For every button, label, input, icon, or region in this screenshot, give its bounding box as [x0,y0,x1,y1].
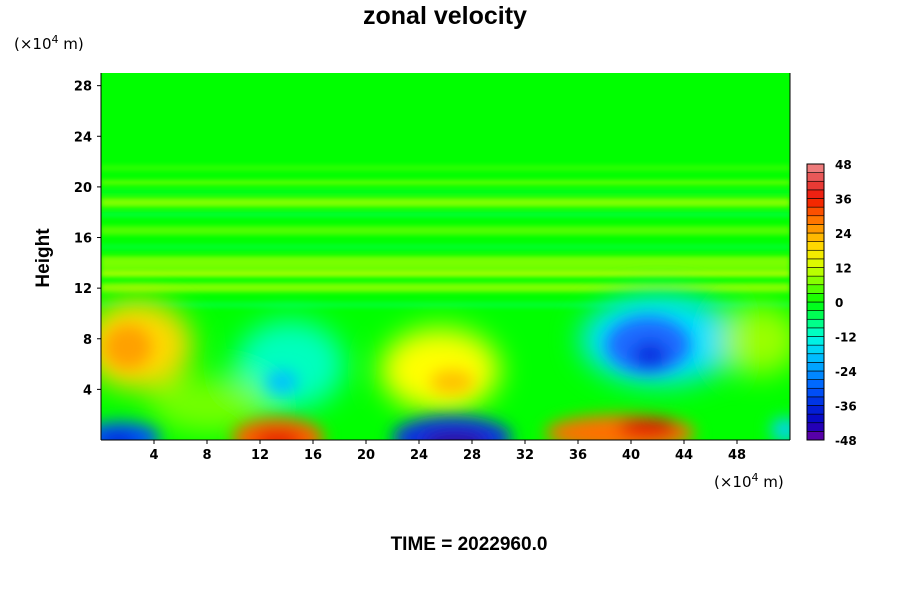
colorbar-tick-label: 36 [835,193,852,207]
colorbar-segment [806,180,825,191]
colorbar-segment [806,379,825,389]
y-axis-ticks: 4 8 12 16 20 24 28 [74,80,101,398]
x-axis-unit: (×104 m) [714,471,784,491]
y-tick-label: 4 [83,383,92,398]
colorbar-segment [806,362,825,372]
time-label: TIME = 2022960.0 [391,534,548,555]
colorbar-tick-label: 24 [835,227,852,241]
x-tick-label: 20 [357,448,375,463]
x-tick-label: 4 [149,448,158,463]
y-tick-label: 28 [74,80,92,95]
x-tick-label: 24 [410,448,428,463]
colorbar-tick-label: -24 [835,365,857,379]
colorbar-segment [806,189,825,199]
colorbar-segment [806,275,825,286]
x-tick-label: 16 [304,448,322,463]
colorbar-segment [806,318,825,329]
colorbar-segment [806,387,825,398]
colorbar-segment [806,241,825,251]
colorbar-tick-label: 0 [835,296,843,310]
y-tick-label: 8 [83,333,92,348]
colorbar-segment [806,344,825,355]
colorbar-segment [806,232,825,242]
x-tick-label: 8 [202,448,211,463]
colorbar-segment [806,405,825,415]
colorbar-segment [806,327,825,337]
chart-title: zonal velocity [363,2,527,30]
y-tick-label: 16 [74,232,92,247]
colorbar-segment [806,163,825,173]
plot-frame [100,73,791,441]
colorbar-segment [806,215,825,225]
colorbar-segment [806,249,825,260]
colorbar-segment [806,396,825,406]
colorbar-tick-label: 48 [835,158,852,172]
colorbar-segment [806,310,825,320]
colorbar-tick-label: -48 [835,434,857,448]
colorbar-segment [806,267,825,277]
colorbar-segment [806,284,825,294]
y-tick-label: 24 [74,130,92,145]
heatmap-field [101,73,790,440]
y-axis-unit: (×104 m) [14,33,84,53]
colorbar [806,163,825,441]
y-tick-label: 12 [74,282,92,297]
colorbar-segment [806,370,825,380]
x-tick-label: 12 [251,448,269,463]
x-tick-label: 28 [463,448,481,463]
x-tick-label: 36 [569,448,587,463]
x-tick-label: 32 [516,448,534,463]
colorbar-segment [806,198,825,208]
colorbar-tick-label: -36 [835,400,857,414]
x-tick-label: 40 [622,448,640,463]
colorbar-tick-label: 12 [835,262,852,276]
colorbar-ticks: 48 36 24 12 0 -12 -24 -36 -48 [835,158,857,448]
colorbar-segment [806,224,825,234]
x-tick-label: 44 [675,448,693,463]
colorbar-segment [806,336,825,346]
colorbar-segment [806,172,825,182]
colorbar-segment [806,353,825,363]
colorbar-segment [806,413,825,424]
colorbar-segment [806,431,825,441]
colorbar-segment [806,422,825,432]
y-tick-label: 20 [74,181,92,196]
colorbar-tick-label: -12 [835,331,857,345]
x-axis-ticks: 4 8 12 16 20 24 28 32 36 40 44 48 [149,440,746,463]
x-tick-label: 48 [728,448,746,463]
colorbar-segment [806,206,825,217]
y-axis-label: Height [33,228,54,288]
colorbar-segment [806,258,825,268]
colorbar-segment [806,301,825,311]
colorbar-segment [806,293,825,303]
colorbar-frame [806,163,825,441]
